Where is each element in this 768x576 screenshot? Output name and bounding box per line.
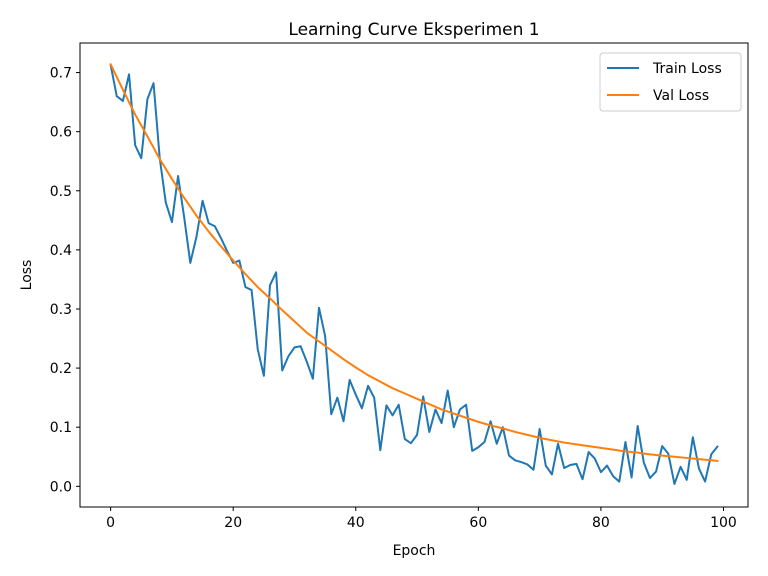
- x-tick-label: 60: [469, 515, 487, 531]
- plot-lines: [109, 62, 719, 485]
- y-tick-label: 0.5: [50, 184, 72, 200]
- y-tick-label: 0.2: [50, 361, 72, 377]
- x-tick-label: 100: [710, 515, 737, 531]
- y-tick-label: 0.7: [50, 66, 72, 82]
- x-tick-label: 0: [106, 515, 115, 531]
- y-axis-label: Loss: [19, 260, 35, 291]
- x-axis-label: Epoch: [393, 543, 436, 559]
- chart-title: Learning Curve Eksperimen 1: [288, 20, 539, 40]
- y-tick-label: 0.6: [50, 125, 72, 141]
- x-tick-label: 20: [224, 515, 242, 531]
- val-loss-line: [109, 62, 719, 462]
- axis-ticks: 0 20 40 60 80 100 0.0 0.1 0.2 0.3 0.4 0.5 0.6 0.7: [50, 66, 737, 531]
- y-tick-label: 0.0: [50, 479, 72, 495]
- train-loss-line: [109, 63, 719, 485]
- y-tick-label: 0.3: [50, 302, 72, 318]
- x-tick-label: 40: [347, 515, 365, 531]
- legend-val-loss-label: Val Loss: [653, 88, 709, 104]
- x-tick-label: 80: [592, 515, 610, 531]
- y-tick-label: 0.1: [50, 420, 72, 436]
- y-tick-label: 0.4: [50, 243, 72, 259]
- legend: Train Loss Val Loss: [599, 52, 742, 112]
- legend-train-loss-label: Train Loss: [652, 61, 722, 77]
- plot-frame: [79, 42, 749, 508]
